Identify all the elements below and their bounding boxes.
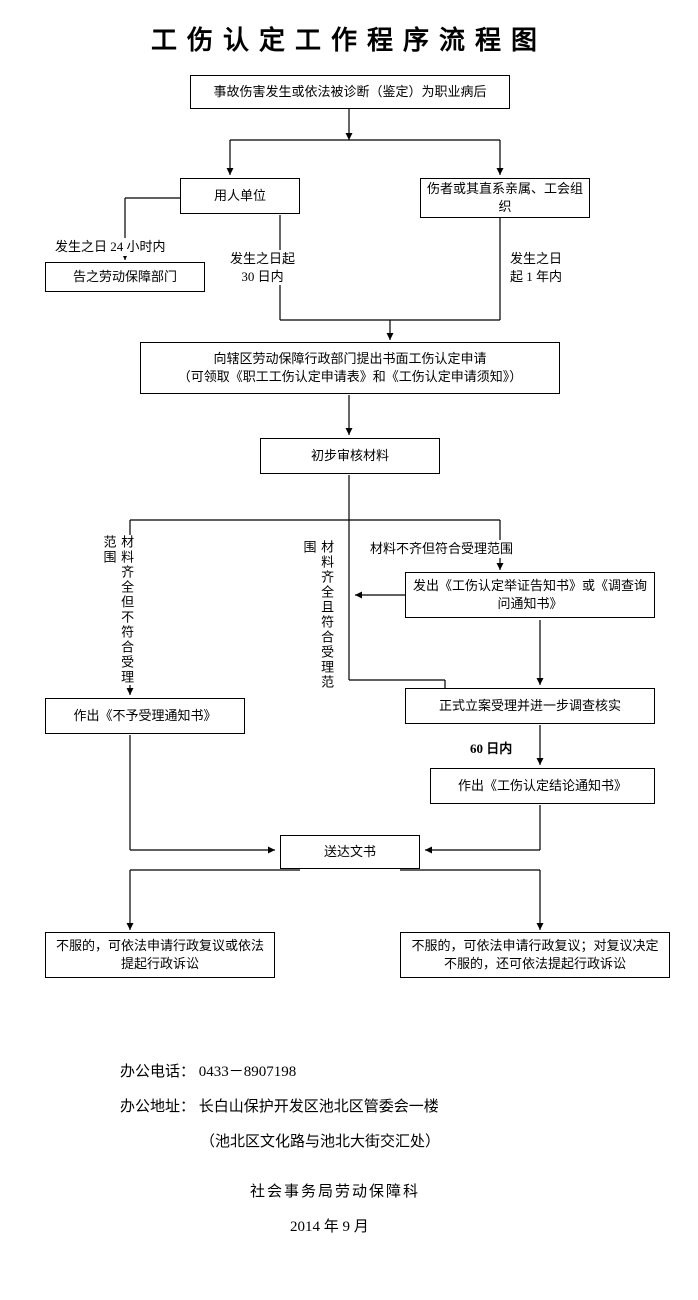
page-title: 工伤认定工作程序流程图 <box>0 20 698 57</box>
node-conclusion-notice: 作出《工伤认定结论通知书》 <box>430 768 655 804</box>
node-start: 事故伤害发生或依法被诊断（鉴定）为职业病后 <box>190 75 510 109</box>
footer-address: 办公地址： 长白山保护开发区池北区管委会一楼 <box>120 1095 439 1116</box>
label-material-incomplete: 材料不齐但符合受理范围 <box>370 540 513 558</box>
footer-addr-value: 长白山保护开发区池北区管委会一楼 <box>199 1099 439 1115</box>
node-formal-investigation: 正式立案受理并进一步调查核实 <box>405 688 655 724</box>
node-notify-labor-dept: 告之劳动保障部门 <box>45 262 205 292</box>
node-employer: 用人单位 <box>180 178 300 214</box>
node-preliminary-review: 初步审核材料 <box>260 438 440 474</box>
footer-phone: 办公电话： 0433－8907198 <box>120 1060 296 1081</box>
node-appeal-left: 不服的，可依法申请行政复议或依法提起行政诉讼 <box>45 932 275 978</box>
node-deliver-documents: 送达文书 <box>280 835 420 869</box>
node-reject-notice: 作出《不予受理通知书》 <box>45 698 245 734</box>
footer-address-sub: （池北区文化路与池北大街交汇处） <box>200 1130 440 1151</box>
label-1y: 发生之日 起 1 年内 <box>510 250 562 285</box>
label-material-complete-accept: 材料齐全且符合受理范围 <box>300 540 335 690</box>
footer-addr-label: 办公地址： <box>120 1099 195 1115</box>
footer-phone-label: 办公电话： <box>120 1064 195 1080</box>
flowchart-canvas: 工伤认定工作程序流程图 <box>0 0 698 1300</box>
footer-org: 社会事务局劳动保障科 <box>250 1180 420 1201</box>
footer-date: 2014 年 9 月 <box>290 1215 369 1236</box>
footer-phone-value: 0433－8907198 <box>199 1064 297 1080</box>
node-victim-family-union: 伤者或其直系亲属、工会组织 <box>420 178 590 218</box>
label-30d: 发生之日起 30 日内 <box>230 250 295 285</box>
label-24h: 发生之日 24 小时内 <box>55 238 166 256</box>
label-60d: 60 日内 <box>470 740 512 758</box>
node-appeal-right: 不服的，可依法申请行政复议；对复议决定不服的，还可依法提起行政诉讼 <box>400 932 670 978</box>
node-submit-application: 向辖区劳动保障行政部门提出书面工伤认定申请 （可领取《职工工伤认定申请表》和《工… <box>140 342 560 394</box>
label-material-complete-reject: 材料齐全但不符合受理范围 <box>100 535 135 685</box>
node-issue-evidence-notice: 发出《工伤认定举证告知书》或《调查询问通知书》 <box>405 572 655 618</box>
